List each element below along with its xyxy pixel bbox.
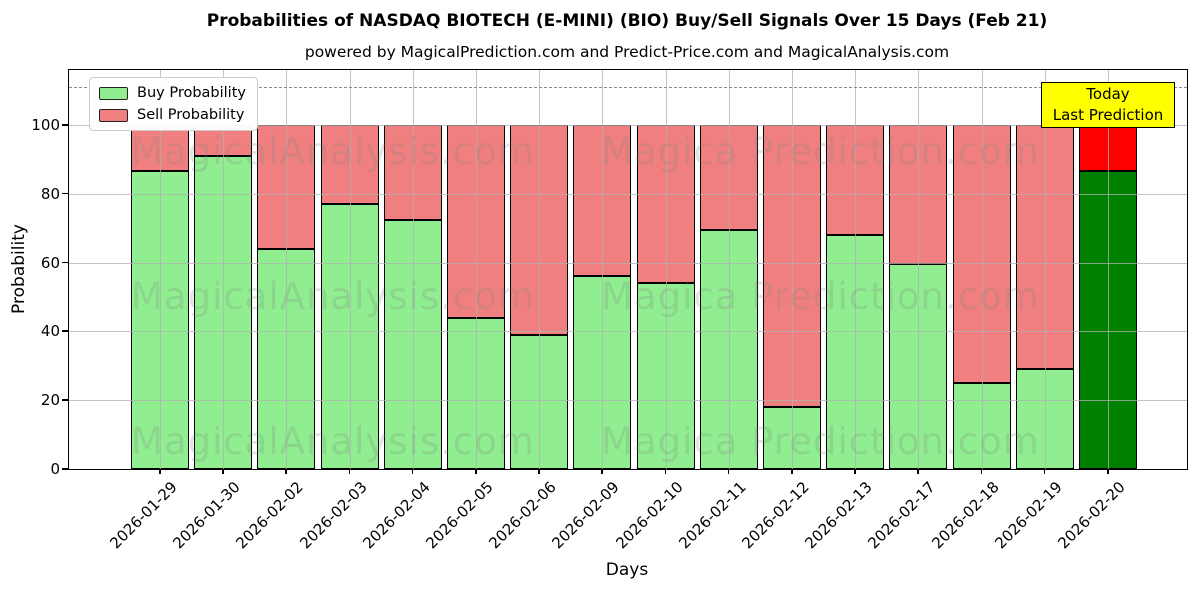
x-tick-label: 2026-02-19	[991, 478, 1066, 553]
x-tick-mark	[854, 468, 856, 474]
y-tick-label: 20	[40, 391, 60, 410]
x-tick-label: 2026-01-29	[106, 478, 181, 553]
x-tick-mark	[791, 468, 793, 474]
y-tick-label: 40	[40, 322, 60, 341]
x-tick-label: 2026-02-04	[359, 478, 434, 553]
x-axis-label: Days	[605, 560, 649, 580]
vertical-gridline	[539, 70, 541, 469]
y-tick-mark	[62, 192, 68, 195]
x-tick-mark	[348, 468, 351, 474]
x-tick-mark	[285, 468, 287, 474]
x-tick-mark	[980, 468, 983, 474]
horizontal-gridline	[69, 125, 1187, 127]
x-tick-mark	[411, 468, 414, 474]
y-tick-mark	[62, 399, 68, 401]
x-tick-mark	[1107, 468, 1109, 474]
y-tick-mark	[62, 468, 68, 470]
y-tick-mark	[62, 124, 68, 126]
x-tick-mark	[917, 468, 919, 474]
x-tick-mark	[222, 468, 224, 474]
y-tick-mark	[62, 330, 68, 332]
vertical-gridline	[918, 70, 920, 469]
x-tick-label: 2026-01-30	[169, 478, 244, 553]
legend-item-sell: Sell Probability	[99, 107, 246, 123]
plot-area: MagicalAnalysis.com Magica Prediction.com…	[68, 69, 1188, 470]
chart-subtitle: powered by MagicalPrediction.com and Pre…	[304, 43, 950, 61]
vertical-gridline	[160, 70, 161, 469]
grid-layer	[69, 70, 1187, 469]
vertical-gridline	[1108, 70, 1109, 469]
y-tick-label: 0	[50, 460, 60, 478]
vertical-gridline	[728, 70, 730, 469]
x-tick-label: 2026-02-06	[485, 478, 560, 553]
x-tick-mark	[727, 468, 730, 474]
threshold-dashed-line	[69, 87, 1187, 89]
horizontal-gridline	[69, 262, 1187, 264]
vertical-gridline	[349, 70, 351, 469]
chart-title: Probabilities of NASDAQ BIOTECH (E-MINI)…	[206, 11, 1048, 31]
x-tick-mark	[538, 468, 540, 474]
x-tick-label: 2026-02-20	[1054, 478, 1129, 553]
legend: Buy Probability Sell Probability	[89, 77, 258, 131]
today-annotation-line2: Last Prediction	[1052, 106, 1164, 124]
vertical-gridline	[412, 70, 414, 469]
sell-swatch-icon	[99, 108, 128, 122]
horizontal-gridline	[69, 400, 1187, 402]
buy-swatch-icon	[99, 86, 128, 100]
vertical-gridline	[602, 70, 604, 469]
y-tick-label: 80	[40, 184, 60, 203]
legend-label-buy: Buy Probability	[137, 85, 246, 101]
legend-item-buy: Buy Probability	[99, 85, 246, 101]
y-axis-label: Probability	[9, 224, 29, 314]
watermark-text: Magica Prediction.com	[601, 130, 1040, 173]
vertical-gridline	[665, 70, 667, 469]
today-annotation: Today Last Prediction	[1041, 82, 1175, 128]
vertical-gridline	[223, 70, 225, 469]
x-tick-mark	[664, 468, 667, 474]
x-tick-mark	[601, 468, 603, 474]
vertical-gridline	[1044, 70, 1046, 469]
watermark-text: MagicalAnalysis.com	[131, 275, 535, 318]
vertical-gridline	[981, 70, 983, 469]
vertical-gridline	[792, 70, 793, 469]
x-tick-mark	[159, 468, 161, 474]
watermark-text: Magica Prediction.com	[601, 420, 1040, 463]
x-tick-mark	[1043, 468, 1046, 474]
x-tick-label: 2026-02-05	[422, 478, 497, 553]
x-tick-label: 2026-02-17	[864, 478, 940, 553]
x-tick-label: 2026-02-10	[611, 478, 687, 553]
y-tick-label: 100	[31, 116, 60, 135]
x-tick-label: 2026-02-02	[232, 478, 308, 553]
watermark-text: Magica Prediction.com	[601, 275, 1040, 318]
y-tick-label: 60	[40, 253, 60, 272]
x-tick-label: 2026-02-03	[295, 478, 371, 553]
vertical-gridline	[286, 70, 288, 469]
x-tick-label: 2026-02-09	[548, 478, 624, 553]
watermark-layer: MagicalAnalysis.com Magica Prediction.com…	[69, 70, 1187, 469]
x-tick-mark	[475, 468, 477, 474]
x-tick-label: 2026-02-12	[738, 478, 813, 553]
vertical-gridline	[476, 70, 477, 469]
horizontal-gridline	[69, 331, 1187, 333]
horizontal-gridline	[69, 193, 1187, 195]
y-tick-mark	[62, 261, 68, 264]
vertical-gridline	[855, 70, 857, 469]
x-tick-label: 2026-02-13	[801, 478, 876, 553]
watermark-text: MagicalAnalysis.com	[131, 130, 535, 173]
x-tick-label: 2026-02-11	[675, 478, 750, 553]
legend-label-sell: Sell Probability	[137, 107, 245, 123]
watermark-text: MagicalAnalysis.com	[131, 420, 535, 463]
today-annotation-line1: Today	[1086, 85, 1130, 103]
x-tick-label: 2026-02-18	[927, 478, 1003, 553]
